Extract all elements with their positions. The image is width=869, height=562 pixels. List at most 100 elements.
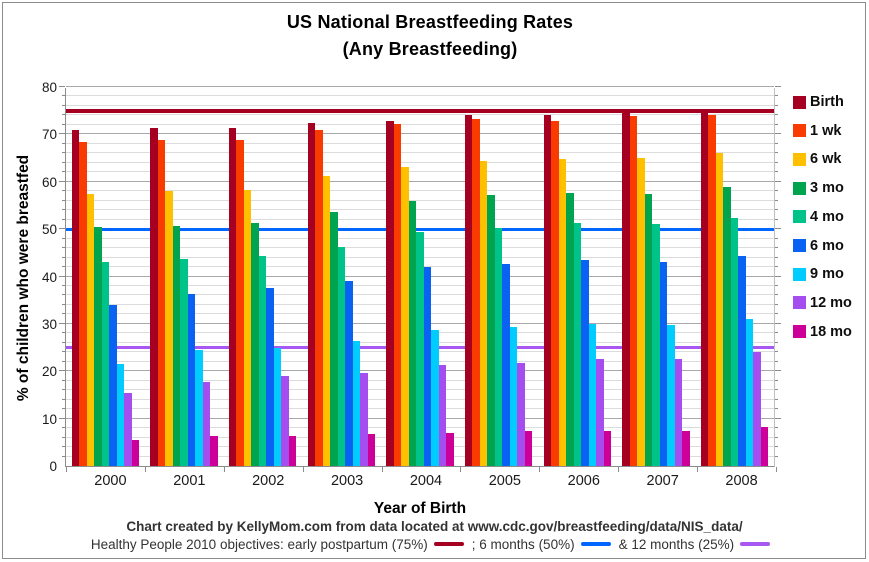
y-axis-tick xyxy=(775,228,781,230)
objective-6mo-line-swatch xyxy=(580,542,611,547)
bar-2003-6wk xyxy=(322,176,331,466)
footer-credit: Chart created by KellyMom.com from data … xyxy=(126,519,743,534)
x-axis-title: Year of Birth xyxy=(373,500,467,517)
bar-2000-6mo xyxy=(109,304,117,466)
y-axis-tick xyxy=(62,199,65,201)
y-axis-tick xyxy=(775,256,778,258)
y-axis-tick xyxy=(62,332,65,334)
y-axis-tick xyxy=(62,341,65,343)
y-axis-tick xyxy=(775,104,778,106)
bar-2005-3mo xyxy=(487,194,495,466)
bar-2008-6mo xyxy=(738,255,746,466)
y-axis-tick xyxy=(775,266,778,268)
legend-swatch-icon xyxy=(793,296,806,310)
bar-2006-6mo xyxy=(581,260,589,466)
bar-2003-12mo xyxy=(360,372,368,466)
bar-2005-6wk xyxy=(479,160,488,466)
y-axis-tick xyxy=(775,455,778,457)
y-axis-tick xyxy=(775,427,778,429)
objective-6mo-label: ; 6 months (50%) xyxy=(471,537,575,552)
x-axis-tick xyxy=(381,467,383,472)
y-axis-tick xyxy=(62,209,65,211)
y-axis-tick xyxy=(59,370,65,372)
y-axis-tick xyxy=(59,322,65,324)
bar-groups xyxy=(66,88,774,466)
legend-swatch-icon xyxy=(793,152,806,166)
minor-gridline xyxy=(66,114,774,116)
bar-2007-Birth xyxy=(622,110,630,466)
bar-2002-6wk xyxy=(243,189,252,466)
bar-group-2006 xyxy=(538,88,617,466)
bar-2005-4mo xyxy=(494,227,503,466)
x-tick-label-2000: 2000 xyxy=(94,473,127,489)
y-axis-tick xyxy=(62,446,65,448)
bar-2004-18mo xyxy=(446,432,454,466)
bar-2000-6wk xyxy=(86,193,95,466)
bar-2002-6mo xyxy=(266,288,274,466)
y-axis-tick xyxy=(775,123,778,125)
x-axis-tick xyxy=(776,467,777,472)
bar-2008-18mo xyxy=(760,427,769,466)
bar-2007-18mo xyxy=(682,430,690,466)
legend-swatch-icon xyxy=(793,267,806,281)
x-axis-tick xyxy=(223,467,225,472)
y-axis-tick xyxy=(775,446,778,448)
y-axis-tick xyxy=(59,275,65,277)
y-axis-tick xyxy=(775,313,778,315)
y-axis-tick xyxy=(62,284,65,286)
minor-gridline xyxy=(66,104,774,106)
x-tick-label-2004: 2004 xyxy=(409,473,443,489)
y-tick-label-10: 10 xyxy=(41,411,57,427)
y-axis-tick xyxy=(62,379,65,381)
bar-2004-1wk xyxy=(393,124,402,466)
y-axis-tick xyxy=(775,341,778,343)
legend-item-6mo: 6 mo xyxy=(793,238,844,254)
y-axis-tick xyxy=(62,237,65,239)
minor-gridline xyxy=(66,190,774,192)
bar-2002-9mo xyxy=(273,347,282,466)
bar-2000-Birth xyxy=(71,129,80,466)
legend-swatch-icon xyxy=(793,239,806,252)
bar-2005-6mo xyxy=(502,263,510,466)
x-tick-label-2001: 2001 xyxy=(173,473,206,489)
bar-2000-1wk xyxy=(79,142,87,466)
bar-2001-18mo xyxy=(210,436,218,466)
legend-swatch-icon xyxy=(793,181,806,195)
objective-12mo-line-swatch xyxy=(740,542,771,547)
y-tick-label-30: 30 xyxy=(41,316,57,332)
y-axis-tick xyxy=(775,180,781,182)
y-axis-tick xyxy=(62,351,65,353)
x-tick-label-2006: 2006 xyxy=(567,473,600,489)
legend-item-6wk: 6 wk xyxy=(793,151,841,167)
bar-2002-12mo xyxy=(281,376,289,466)
bar-2003-4mo xyxy=(337,246,346,466)
bar-group-2000 xyxy=(66,88,145,466)
bar-2006-Birth xyxy=(543,115,552,466)
y-axis-tick xyxy=(62,95,65,97)
y-axis-tick xyxy=(775,351,778,353)
reference-line-75 xyxy=(66,108,774,113)
legend-item-Birth: Birth xyxy=(793,94,844,110)
x-axis-tick xyxy=(539,467,541,472)
objective-12mo-label: & 12 months (25%) xyxy=(618,537,735,552)
y-axis-tick xyxy=(775,332,778,334)
bar-2006-3mo xyxy=(566,192,574,466)
y-axis-tick xyxy=(775,218,778,220)
footer-objectives: Healthy People 2010 objectives: early po… xyxy=(0,537,869,552)
bar-2008-9mo xyxy=(745,319,754,466)
bar-2005-12mo xyxy=(517,363,525,466)
y-axis-tick xyxy=(775,370,781,372)
y-axis-tick xyxy=(62,360,65,362)
bar-2001-4mo xyxy=(180,258,188,466)
bar-2001-3mo xyxy=(172,225,181,466)
bar-2004-9mo xyxy=(431,330,439,466)
minor-gridline xyxy=(66,152,774,154)
y-axis-tick xyxy=(62,266,65,268)
bar-2008-6wk xyxy=(715,153,724,466)
bar-2000-12mo xyxy=(124,392,132,466)
x-axis-tick xyxy=(618,467,620,472)
bar-group-2002 xyxy=(223,88,302,466)
x-axis-tick xyxy=(66,467,67,472)
bar-2003-18mo xyxy=(367,433,376,466)
y-axis-tick xyxy=(62,436,65,438)
